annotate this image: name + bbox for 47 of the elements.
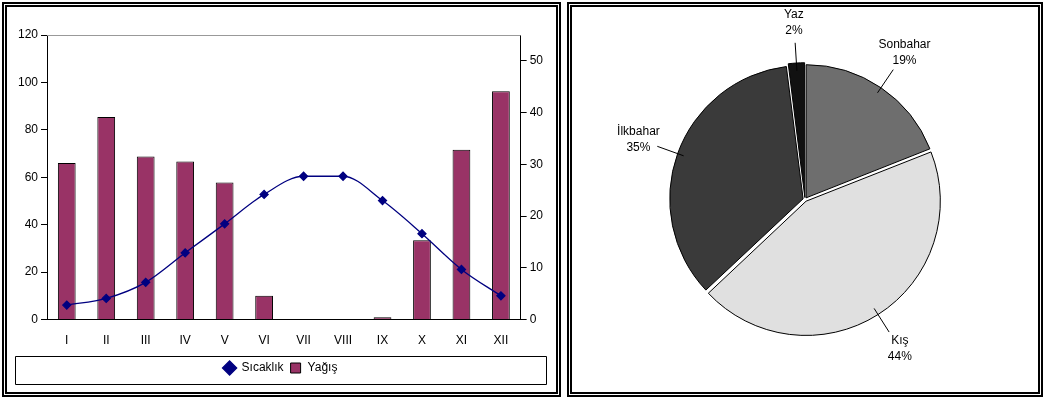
y2-tick-label: 20 bbox=[529, 208, 544, 223]
point bbox=[377, 195, 388, 206]
data-label: 44% bbox=[887, 349, 913, 364]
x-tick-label: IX bbox=[376, 333, 389, 348]
data-label: 2% bbox=[785, 23, 803, 38]
point bbox=[259, 189, 269, 200]
x-tick-label: XI bbox=[455, 333, 468, 348]
x-tick-label: IV bbox=[179, 333, 191, 348]
x-tick-label: X bbox=[417, 333, 426, 348]
x-tick-label: I bbox=[65, 333, 69, 348]
point bbox=[141, 277, 151, 287]
legend-label: Sıcaklık bbox=[241, 360, 285, 375]
x-tick-label: VI bbox=[258, 333, 270, 348]
x-tick-label: XII bbox=[493, 333, 509, 348]
slice-label: Kış bbox=[891, 333, 909, 348]
point bbox=[338, 171, 348, 181]
y2-tick-label: 30 bbox=[529, 156, 544, 171]
y-tick-label: 120 bbox=[17, 27, 39, 42]
point bbox=[417, 229, 427, 239]
y-tick-label: 0 bbox=[31, 311, 39, 326]
y-tick-label: 100 bbox=[17, 74, 39, 89]
y2-tick-label: 10 bbox=[529, 260, 544, 275]
point bbox=[101, 293, 111, 304]
point bbox=[496, 291, 506, 301]
point bbox=[456, 264, 467, 275]
point bbox=[180, 248, 190, 258]
slice-label: İlkbahar bbox=[617, 123, 660, 138]
x-tick-label: VIII bbox=[334, 333, 353, 348]
y2-tick-label: 40 bbox=[529, 104, 544, 119]
x-tick-label: VII bbox=[296, 333, 311, 348]
data-label: 35% bbox=[626, 139, 651, 154]
y-tick-label: 40 bbox=[24, 217, 39, 232]
y2-tick-label: 0 bbox=[529, 311, 537, 326]
slice-label: Yaz bbox=[783, 7, 804, 22]
point bbox=[219, 219, 230, 229]
y-tick-label: 60 bbox=[24, 169, 39, 184]
y-tick-label: 20 bbox=[24, 264, 39, 279]
slice-label: Sonbahar bbox=[878, 37, 931, 52]
point bbox=[298, 171, 309, 181]
x-tick-label: III bbox=[140, 333, 151, 348]
x-tick-label: II bbox=[102, 333, 110, 348]
x-tick-label: V bbox=[220, 333, 229, 348]
point bbox=[62, 300, 72, 310]
legend-label: Yağış bbox=[307, 360, 338, 375]
data-label: 19% bbox=[892, 53, 917, 68]
y-tick-label: 80 bbox=[24, 122, 39, 137]
y2-tick-label: 50 bbox=[529, 53, 544, 68]
